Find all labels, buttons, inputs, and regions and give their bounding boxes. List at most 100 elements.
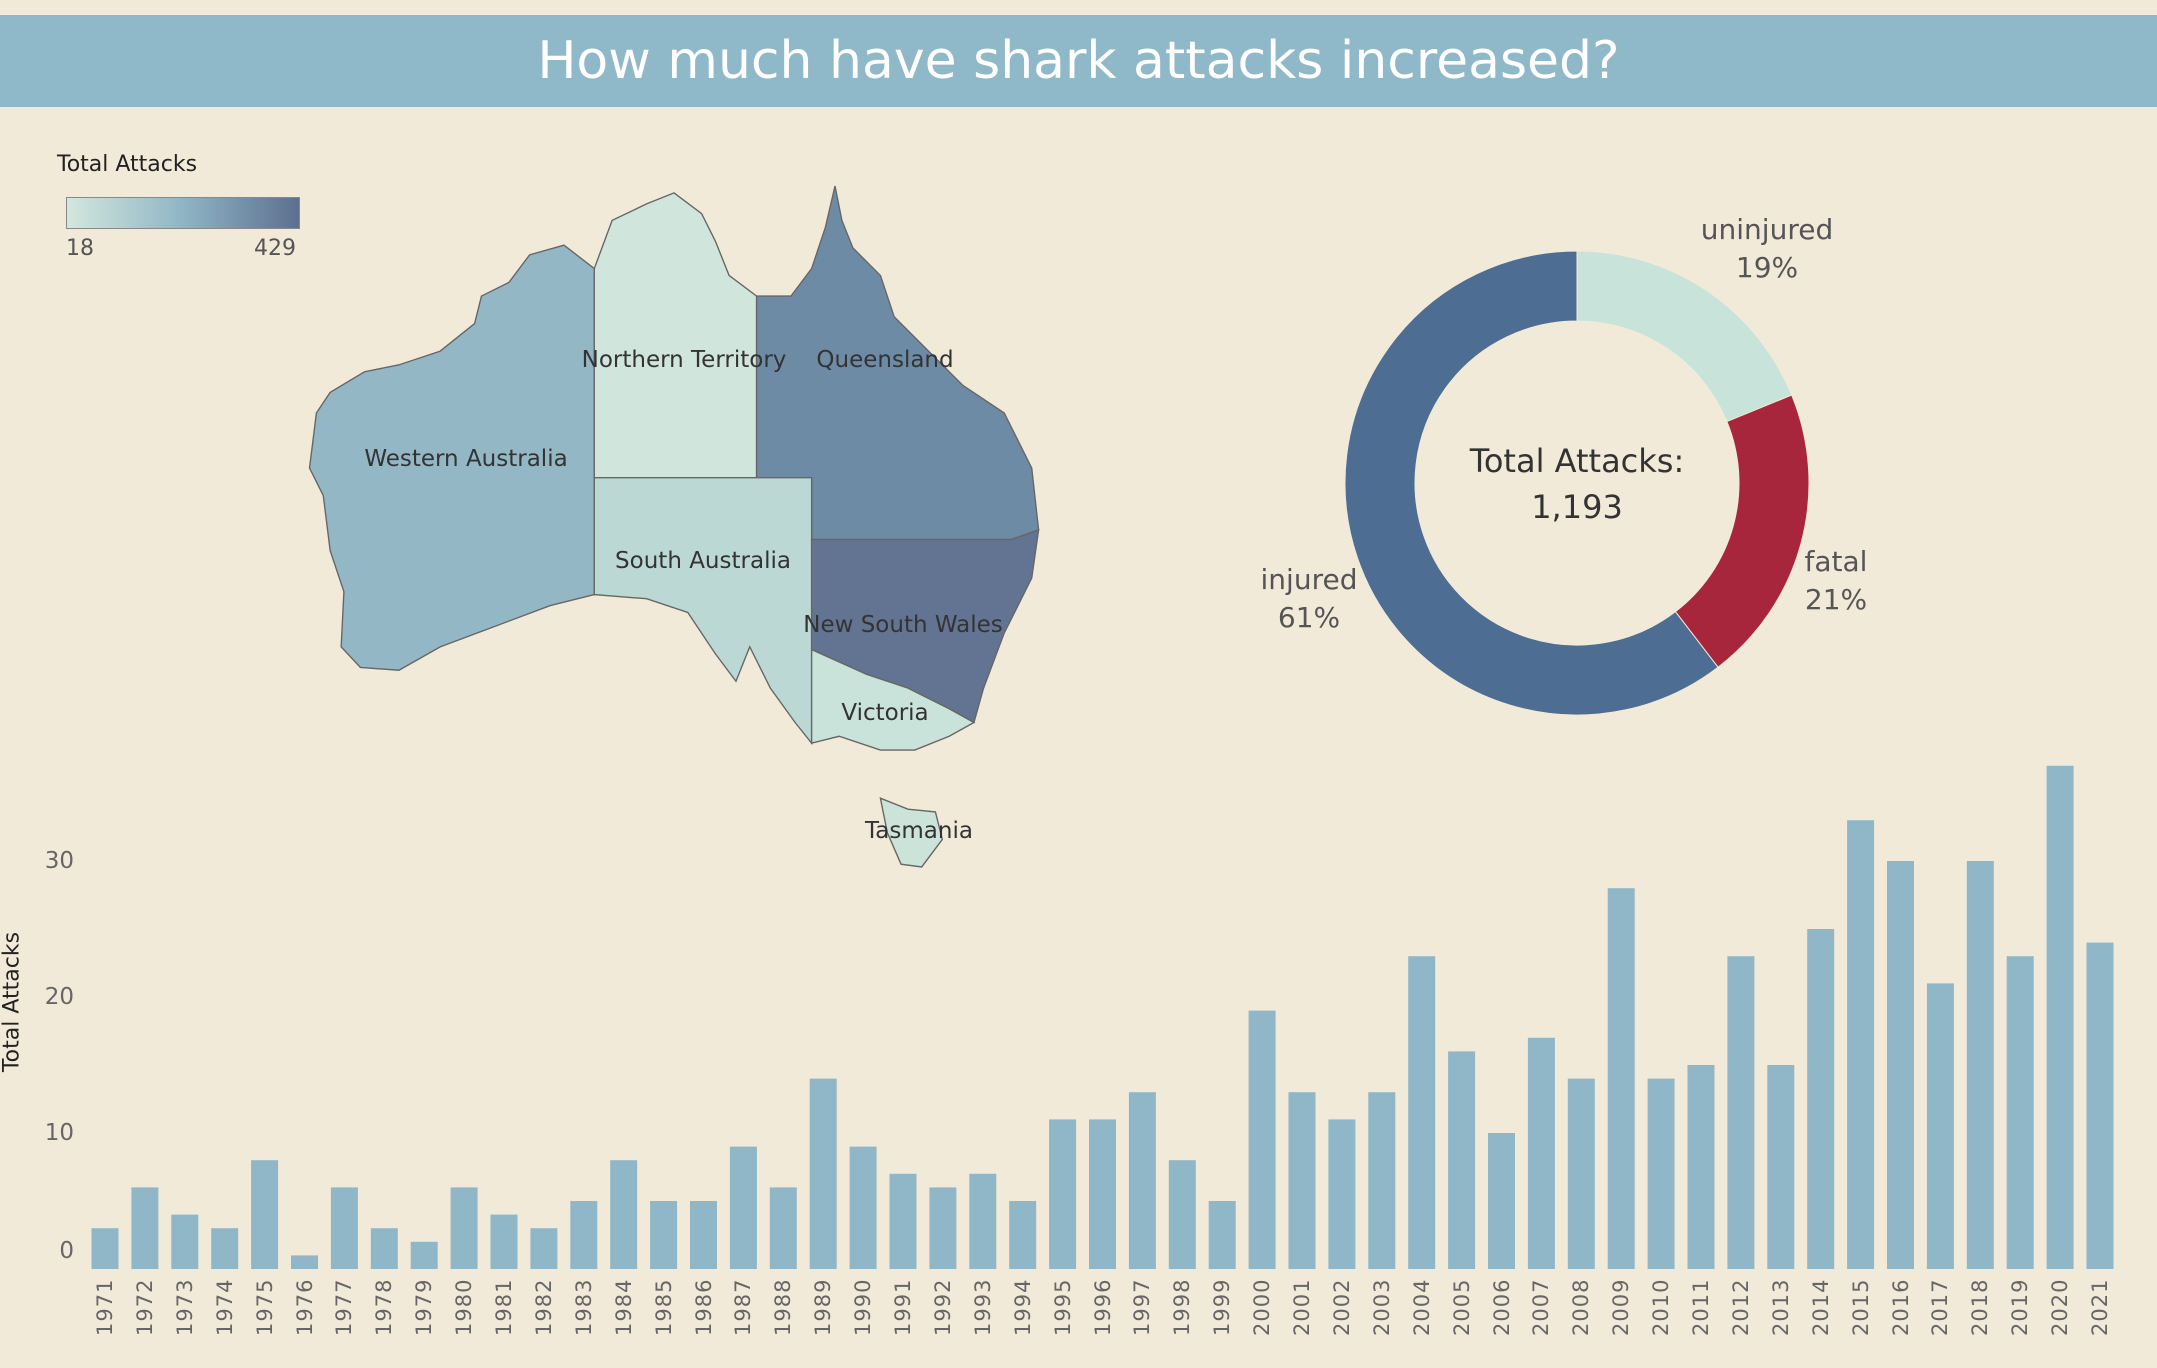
x-tick-label: 1998: [1170, 1278, 1195, 1336]
title-bar: How much have shark attacks increased?: [0, 15, 2157, 107]
bar-1971[interactable]: [91, 1228, 119, 1269]
bar-2005[interactable]: [1448, 1051, 1476, 1269]
donut-center-value: 1,193: [1531, 488, 1623, 526]
region-victoria[interactable]: [810, 648, 976, 751]
x-tick-label: 1999: [1210, 1278, 1235, 1336]
bar-1975[interactable]: [251, 1160, 279, 1269]
bar-1978[interactable]: [370, 1228, 398, 1269]
bar-2015[interactable]: [1847, 820, 1875, 1269]
donut-label-uninjured: uninjured 19%: [1701, 211, 1833, 287]
x-tick-label: 1993: [970, 1278, 995, 1336]
x-tick-label: 2011: [1689, 1278, 1713, 1336]
bar-2013[interactable]: [1767, 1065, 1795, 1269]
map-legend-title: Total Attacks: [57, 152, 198, 177]
region-label-new-south-wales: New South Wales: [803, 612, 1003, 638]
x-tick-label: 1971: [93, 1278, 117, 1336]
bar-2021[interactable]: [2086, 942, 2114, 1269]
x-tick-label: 2010: [1649, 1278, 1674, 1336]
bar-1980[interactable]: [450, 1187, 478, 1269]
bar-1997[interactable]: [1128, 1092, 1156, 1269]
x-tick-label: 2000: [1250, 1278, 1275, 1336]
bar-1985[interactable]: [650, 1201, 678, 1269]
donut-label-fatal-name: fatal: [1804, 545, 1868, 578]
bar-1995[interactable]: [1049, 1119, 1077, 1269]
x-tick-label: 2014: [1808, 1278, 1833, 1336]
bar-1983[interactable]: [570, 1201, 598, 1269]
bar-2007[interactable]: [1527, 1037, 1555, 1269]
bar-1996[interactable]: [1089, 1119, 1116, 1269]
bar-2000[interactable]: [1248, 1010, 1276, 1269]
donut-segment-injured[interactable]: [1344, 250, 1719, 716]
x-tick-label: 2004: [1409, 1278, 1434, 1336]
x-tick-label: 1974: [212, 1278, 237, 1336]
bar-2001[interactable]: [1288, 1092, 1316, 1269]
donut-label-injured-pct: 61%: [1277, 601, 1341, 634]
x-tick-label: 1980: [452, 1278, 477, 1336]
bar-2018[interactable]: [1966, 861, 1994, 1269]
bar-2017[interactable]: [1926, 983, 1954, 1269]
region-western-australia[interactable]: [308, 244, 595, 671]
bar-1972[interactable]: [131, 1187, 159, 1269]
x-tick-label: 2013: [1768, 1278, 1793, 1336]
bar-1981[interactable]: [490, 1214, 518, 1269]
donut-label-injured-name: injured: [1260, 563, 1358, 596]
bar-2020[interactable]: [2046, 765, 2074, 1269]
x-tick-label: 2008: [1569, 1278, 1594, 1336]
x-tick-label: 2020: [2048, 1278, 2073, 1336]
bar-2004[interactable]: [1408, 956, 1436, 1269]
bar-1984[interactable]: [610, 1160, 638, 1269]
bar-1979[interactable]: [410, 1241, 438, 1269]
x-tick-label: 1992: [930, 1278, 955, 1336]
bar-1989[interactable]: [809, 1078, 837, 1269]
bar-2019[interactable]: [2006, 956, 2034, 1269]
x-tick-label: 2009: [1609, 1278, 1634, 1336]
bar-1973[interactable]: [171, 1214, 199, 1269]
bar-1998[interactable]: [1168, 1160, 1196, 1269]
bar-1992[interactable]: [929, 1187, 957, 1269]
bar-1990[interactable]: [849, 1146, 877, 1269]
bar-1988[interactable]: [769, 1187, 797, 1269]
bar-1994[interactable]: [1009, 1201, 1037, 1269]
x-tick-label: 1996: [1090, 1278, 1115, 1336]
bar-1991[interactable]: [889, 1173, 917, 1269]
bar-1993[interactable]: [969, 1173, 997, 1269]
x-tick-label: 2012: [1728, 1278, 1753, 1336]
bar-2002[interactable]: [1328, 1119, 1356, 1269]
bar-2010[interactable]: [1647, 1078, 1675, 1269]
bar-1974[interactable]: [211, 1228, 239, 1269]
bar-1987[interactable]: [729, 1146, 757, 1269]
bar-1982[interactable]: [530, 1228, 558, 1269]
bar-2006[interactable]: [1488, 1133, 1515, 1269]
bar-2014[interactable]: [1807, 929, 1835, 1269]
region-tasmania[interactable]: [879, 797, 944, 868]
bar-2011[interactable]: [1687, 1065, 1715, 1269]
bar-1986[interactable]: [690, 1201, 717, 1269]
x-tick-label: 2015: [1848, 1278, 1873, 1336]
bar-2016[interactable]: [1887, 861, 1914, 1269]
map-legend-min: 18: [66, 236, 94, 261]
bar-1977[interactable]: [330, 1187, 358, 1269]
bar-2008[interactable]: [1567, 1078, 1595, 1269]
bar-1999[interactable]: [1208, 1201, 1236, 1269]
bar-1976[interactable]: [291, 1255, 318, 1269]
x-tick-label: 2006: [1489, 1278, 1514, 1336]
x-tick-label: 1990: [851, 1278, 876, 1336]
x-tick-label: 1977: [332, 1278, 357, 1336]
x-tick-label: 1984: [611, 1278, 636, 1336]
x-tick-label: 2007: [1529, 1278, 1554, 1336]
x-tick-label: 1994: [1010, 1278, 1035, 1336]
x-tick-label: 1975: [252, 1278, 277, 1336]
bar-2009[interactable]: [1607, 888, 1635, 1269]
x-tick-label: 2001: [1290, 1278, 1314, 1336]
donut-label-fatal-pct: 21%: [1804, 583, 1868, 616]
x-tick-label: 2003: [1369, 1278, 1394, 1336]
x-tick-label: 2021: [2088, 1278, 2112, 1336]
x-tick-label: 2016: [1888, 1278, 1913, 1336]
x-tick-label: 1987: [731, 1278, 756, 1336]
bar-2012[interactable]: [1727, 956, 1755, 1269]
region-label-south-australia: South Australia: [615, 548, 791, 574]
bar-2003[interactable]: [1368, 1092, 1396, 1269]
x-tick-label: 1995: [1050, 1278, 1075, 1336]
